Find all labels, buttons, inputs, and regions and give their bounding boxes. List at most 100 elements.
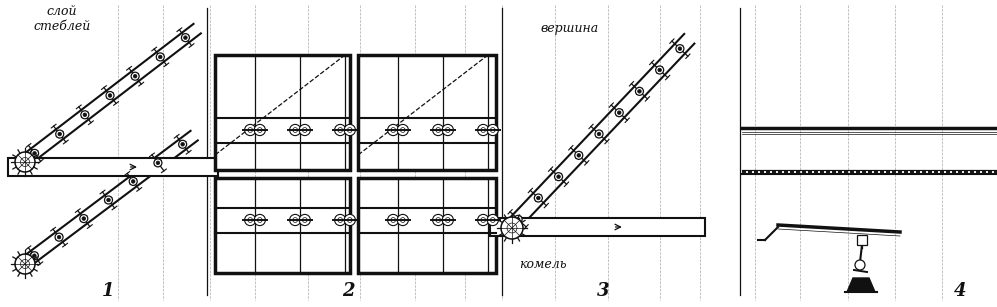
Circle shape	[556, 175, 560, 178]
Circle shape	[554, 173, 562, 181]
Circle shape	[106, 91, 114, 99]
Circle shape	[21, 157, 30, 166]
Circle shape	[536, 196, 540, 200]
Circle shape	[397, 214, 409, 226]
Circle shape	[248, 218, 252, 222]
Circle shape	[130, 177, 138, 185]
Circle shape	[80, 215, 88, 223]
Circle shape	[107, 198, 111, 202]
Bar	[215, 55, 350, 170]
Circle shape	[134, 74, 137, 78]
Text: слой
стеблей: слой стеблей	[33, 5, 91, 33]
Bar	[215, 178, 350, 273]
Circle shape	[347, 218, 352, 222]
Circle shape	[491, 218, 496, 222]
Bar	[8, 158, 218, 176]
Circle shape	[56, 130, 64, 138]
Circle shape	[635, 87, 643, 95]
Bar	[358, 55, 496, 170]
Circle shape	[55, 233, 63, 241]
Circle shape	[335, 124, 346, 136]
Circle shape	[397, 124, 409, 136]
Circle shape	[178, 140, 186, 148]
Circle shape	[347, 128, 352, 132]
Circle shape	[244, 214, 256, 226]
Circle shape	[446, 218, 451, 222]
Circle shape	[257, 128, 262, 132]
Circle shape	[638, 90, 641, 93]
Bar	[490, 218, 705, 236]
Circle shape	[31, 150, 39, 157]
Circle shape	[855, 260, 865, 270]
Circle shape	[302, 128, 307, 132]
Circle shape	[344, 214, 355, 226]
Circle shape	[514, 215, 522, 223]
Circle shape	[254, 214, 265, 226]
Circle shape	[443, 124, 454, 136]
Circle shape	[615, 109, 623, 117]
Circle shape	[154, 159, 162, 167]
Circle shape	[180, 142, 184, 146]
Circle shape	[433, 124, 444, 136]
Circle shape	[617, 111, 621, 115]
Circle shape	[81, 111, 89, 119]
Circle shape	[436, 128, 441, 132]
Circle shape	[658, 68, 661, 72]
Circle shape	[293, 128, 297, 132]
Circle shape	[132, 180, 135, 183]
Circle shape	[401, 128, 405, 132]
Circle shape	[82, 217, 86, 220]
Polygon shape	[847, 278, 875, 292]
Circle shape	[157, 161, 160, 165]
Circle shape	[676, 45, 684, 53]
Circle shape	[15, 254, 35, 274]
Circle shape	[338, 218, 343, 222]
Circle shape	[488, 124, 498, 136]
Circle shape	[183, 36, 187, 39]
Circle shape	[299, 124, 310, 136]
Circle shape	[401, 218, 405, 222]
Bar	[358, 178, 496, 273]
Circle shape	[293, 218, 297, 222]
Circle shape	[388, 214, 399, 226]
Circle shape	[391, 218, 396, 222]
Circle shape	[132, 72, 140, 80]
Circle shape	[15, 152, 35, 172]
Circle shape	[299, 214, 310, 226]
Circle shape	[302, 218, 307, 222]
Circle shape	[30, 252, 38, 260]
Circle shape	[481, 128, 486, 132]
Circle shape	[388, 124, 399, 136]
Circle shape	[391, 128, 396, 132]
Text: 1: 1	[102, 282, 115, 300]
Circle shape	[534, 194, 542, 202]
Circle shape	[575, 151, 583, 159]
Circle shape	[501, 217, 523, 239]
Circle shape	[577, 154, 580, 157]
Bar	[857, 235, 867, 245]
Circle shape	[157, 53, 165, 61]
Circle shape	[248, 128, 252, 132]
Circle shape	[443, 214, 454, 226]
Circle shape	[678, 47, 682, 50]
Circle shape	[338, 128, 343, 132]
Circle shape	[436, 218, 441, 222]
Circle shape	[289, 124, 301, 136]
Circle shape	[57, 235, 61, 239]
Circle shape	[33, 254, 36, 258]
Circle shape	[244, 124, 256, 136]
Circle shape	[181, 34, 189, 42]
Circle shape	[159, 55, 163, 59]
Text: 4: 4	[954, 282, 966, 300]
Circle shape	[478, 124, 489, 136]
Circle shape	[335, 214, 346, 226]
Text: комель: комель	[519, 258, 566, 271]
Circle shape	[507, 223, 517, 233]
Circle shape	[481, 218, 486, 222]
Circle shape	[433, 214, 444, 226]
Circle shape	[478, 214, 489, 226]
Circle shape	[33, 152, 36, 155]
Circle shape	[597, 132, 601, 136]
Circle shape	[488, 214, 498, 226]
Circle shape	[83, 113, 87, 117]
